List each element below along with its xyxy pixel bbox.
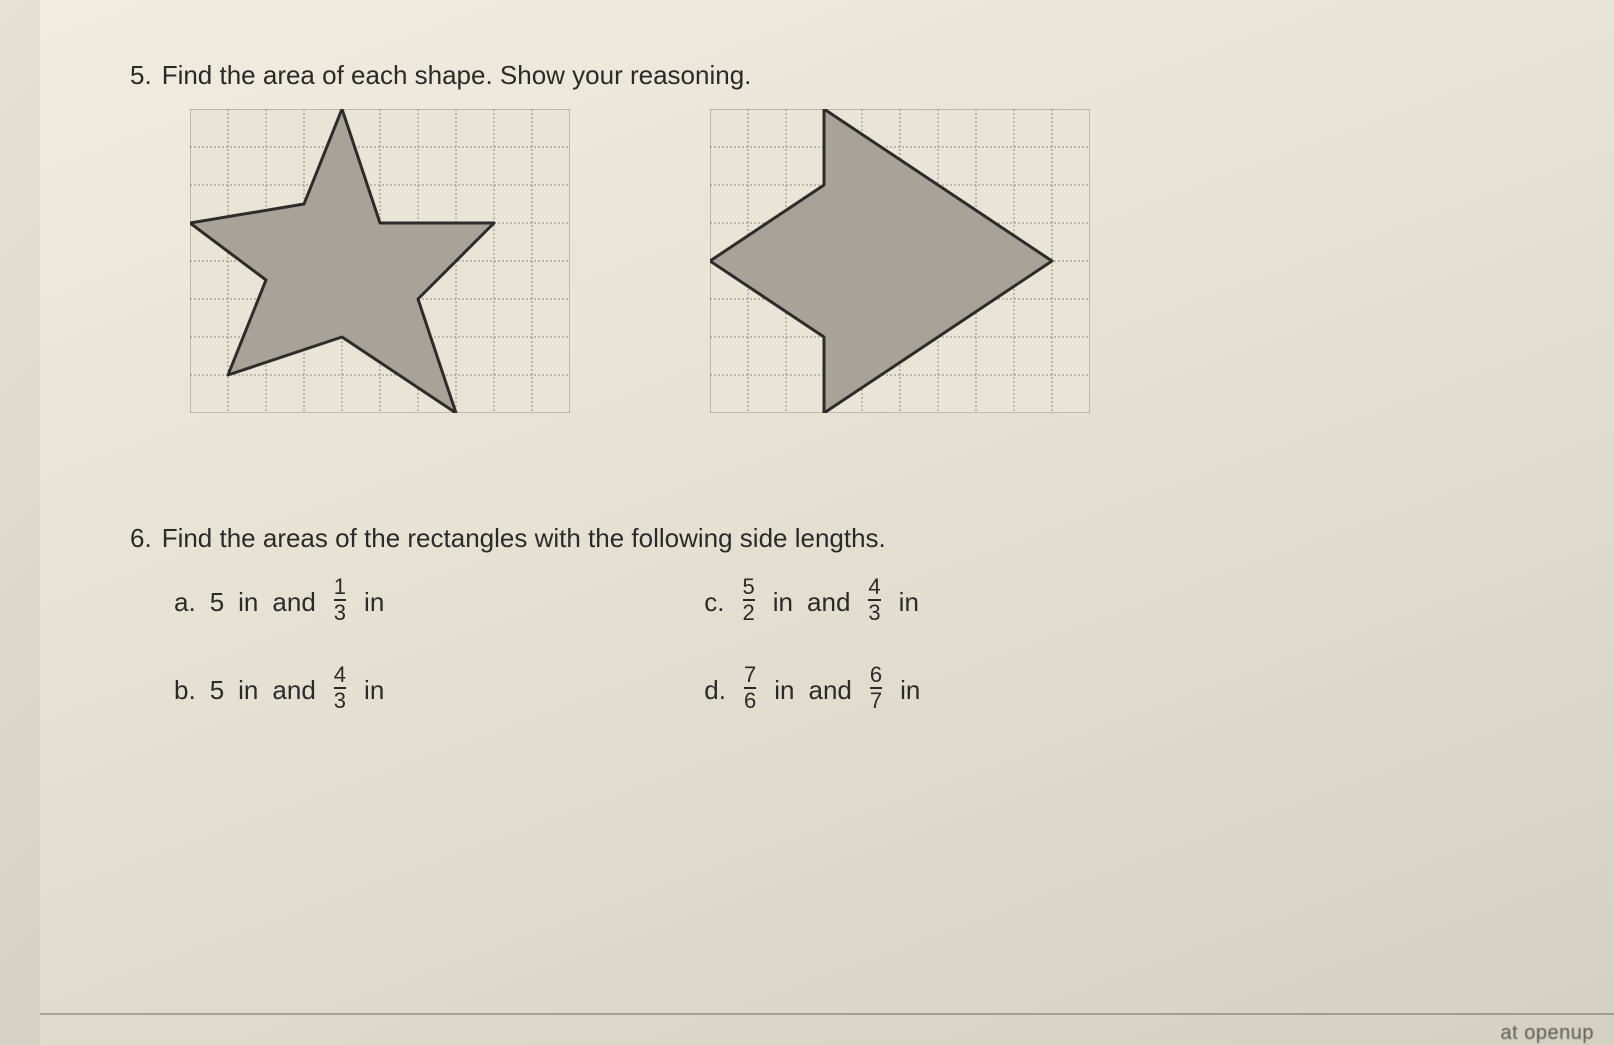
part-b-den: 3 [334, 687, 346, 712]
part-a-unit1: in [238, 587, 258, 618]
part-d-num1: 7 [744, 664, 756, 687]
worksheet-paper: 5. Find the area of each shape. Show you… [40, 0, 1614, 1045]
part-d: d. 7 6 in and 6 7 in [704, 666, 920, 714]
part-c-unit2: in [899, 587, 919, 618]
part-b-num: 4 [334, 664, 346, 687]
part-d-unit2: in [900, 675, 920, 706]
part-a: a. 5 in and 1 3 in [174, 578, 384, 626]
part-c-connector: and [807, 587, 850, 618]
page-root: 5. Find the area of each shape. Show you… [0, 0, 1614, 1045]
part-a-label: a. [174, 587, 196, 618]
part-a-frac: 1 3 [334, 576, 346, 624]
part-c-frac2: 4 3 [868, 576, 880, 624]
problem-5-figures [190, 109, 1534, 413]
problem-5-prompt: Find the area of each shape. Show your r… [162, 60, 752, 91]
part-c: c. 5 2 in and 4 3 in [704, 578, 920, 626]
problem-6-left-col: a. 5 in and 1 3 in b. 5 in [174, 578, 384, 714]
part-a-den: 3 [334, 599, 346, 624]
part-b-label: b. [174, 675, 196, 706]
part-c-label: c. [704, 587, 724, 618]
part-c-num2: 4 [868, 576, 880, 599]
grid-arrow-svg [710, 109, 1090, 413]
part-b-unit2: in [364, 675, 384, 706]
part-d-connector: and [808, 675, 851, 706]
part-b: b. 5 in and 4 3 in [174, 666, 384, 714]
figure-star [190, 109, 570, 413]
figure-arrow [710, 109, 1090, 413]
part-c-den2: 3 [868, 599, 880, 624]
problem-6-heading: 6. Find the areas of the rectangles with… [130, 523, 1534, 554]
problem-5-heading: 5. Find the area of each shape. Show you… [130, 60, 1534, 91]
part-a-v1: 5 [210, 587, 224, 618]
part-b-frac: 4 3 [334, 664, 346, 712]
part-b-unit1: in [238, 675, 258, 706]
part-b-v1: 5 [210, 675, 224, 706]
problem-6-parts: a. 5 in and 1 3 in b. 5 in [174, 578, 1534, 714]
page-bottom-rule [40, 1013, 1614, 1015]
part-c-frac1: 5 2 [743, 576, 755, 624]
part-c-unit1: in [773, 587, 793, 618]
problem-6-number: 6. [130, 523, 152, 554]
part-d-unit1: in [774, 675, 794, 706]
problem-6-prompt: Find the areas of the rectangles with th… [162, 523, 886, 554]
problem-5-number: 5. [130, 60, 152, 91]
part-b-connector: and [272, 675, 315, 706]
part-d-frac1: 7 6 [744, 664, 756, 712]
part-a-connector: and [272, 587, 315, 618]
part-c-num1: 5 [743, 576, 755, 599]
corner-blur-text: at openup [1501, 1022, 1594, 1045]
problem-6-right-col: c. 5 2 in and 4 3 in [704, 578, 920, 714]
grid-star-svg [190, 109, 570, 413]
part-a-unit2: in [364, 587, 384, 618]
problem-5: 5. Find the area of each shape. Show you… [130, 60, 1534, 413]
part-d-num2: 6 [870, 664, 882, 687]
part-d-den1: 6 [744, 687, 756, 712]
part-d-label: d. [704, 675, 726, 706]
part-a-num: 1 [334, 576, 346, 599]
problem-6: 6. Find the areas of the rectangles with… [130, 523, 1534, 714]
part-d-frac2: 6 7 [870, 664, 882, 712]
part-c-den1: 2 [743, 599, 755, 624]
part-d-den2: 7 [870, 687, 882, 712]
